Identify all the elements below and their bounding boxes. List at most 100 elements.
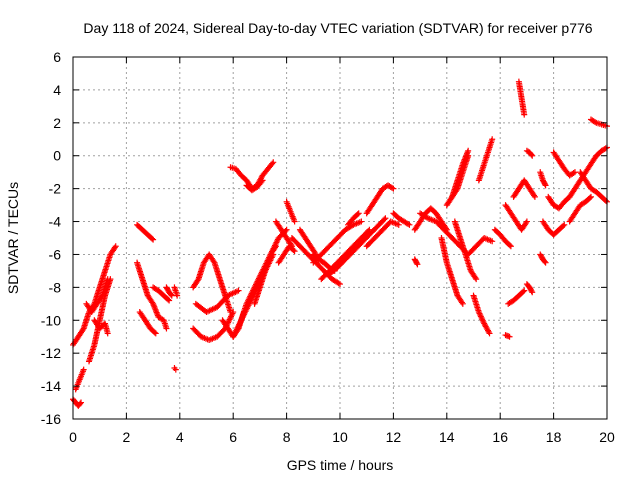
data-point [272,244,279,251]
data-point [489,238,496,245]
series-seg32 [345,210,362,228]
series-seg56 [545,193,573,212]
data-point [507,243,514,250]
series-seg10 [150,284,173,304]
series-seg50 [510,177,538,200]
data-point [521,111,528,118]
data-point [390,185,397,192]
data-point [269,160,276,167]
data-point [602,197,609,204]
y-tick-label: -12 [41,345,61,361]
series-seg61 [566,193,594,225]
y-tick-label: 0 [53,148,61,164]
data-point [77,400,84,407]
x-tick-label: 8 [283,429,291,445]
series-seg11 [163,284,175,299]
series-seg23 [283,198,298,225]
y-tick-label: -6 [49,246,62,262]
data-point [152,330,159,337]
data-point [168,292,175,299]
data-point [528,288,535,295]
x-tick-label: 6 [229,429,237,445]
data-point [167,291,174,298]
data-point [458,299,465,306]
data-point [459,300,466,307]
data-point [406,221,413,228]
data-point [194,277,201,284]
series-seg43 [470,292,493,337]
series-seg57 [550,149,578,179]
data-point [561,221,568,228]
x-tick-label: 12 [386,429,402,445]
series-seg31 [326,215,389,278]
data-point [506,242,513,249]
series-seg08 [134,259,170,332]
data-point [358,218,365,225]
series-seg49 [502,202,530,233]
series-seg03 [72,366,87,393]
y-axis-label: SDTVAR / TECUs [5,182,21,294]
data-point [486,330,493,337]
y-tick-label: -8 [49,279,62,295]
axis-ticks [72,56,608,420]
data-point [389,184,396,191]
series-seg35 [390,210,413,228]
data-point [150,236,157,243]
data-point [395,221,402,228]
data-point [542,182,549,189]
data-point [270,159,277,166]
data-point [523,219,530,226]
x-tick-label: 2 [123,429,131,445]
data-point [571,169,578,176]
series-seg16 [192,287,242,316]
series-seg09 [136,309,159,337]
data-point [354,211,361,218]
series-seg05 [83,276,111,316]
data-point [166,297,173,304]
data-point [235,287,242,294]
data-point [283,226,290,233]
data-point [473,276,480,283]
data-point [98,293,105,300]
data-point [291,218,298,225]
x-tick-label: 20 [599,429,615,445]
chart-title: Day 118 of 2024, Sidereal Day-to-day VTE… [83,20,592,36]
data-point [472,274,479,281]
data-point [272,243,279,250]
series-seg37 [411,205,450,233]
data-point [414,261,421,268]
data-point [529,289,536,296]
grid-lines [73,57,607,419]
series-seg38 [417,210,496,258]
series-seg55 [539,218,568,238]
series-seg13 [171,364,179,373]
data-points [70,78,610,409]
data-point [541,181,548,188]
data-point [529,152,536,159]
x-tick-label: 4 [176,429,184,445]
y-tick-label: 2 [53,115,61,131]
series-seg18 [227,159,277,192]
data-point [230,309,237,316]
y-tick-label: 4 [53,82,61,98]
series-seg45 [491,226,514,250]
series-seg42 [451,218,480,283]
series-seg44 [475,136,496,184]
data-point [542,259,549,266]
y-tick-label: -16 [41,411,61,427]
data-point [259,177,266,184]
data-point [591,118,598,125]
data-point [165,296,172,303]
data-point [528,151,535,158]
data-point [172,366,179,373]
y-tick-label: -2 [49,181,62,197]
data-point [174,292,181,299]
data-point [531,192,538,199]
x-tick-labels: 0 2 4 6 8 10 12 14 16 18 20 [69,429,615,445]
data-point [489,136,496,143]
series-seg15 [190,309,237,344]
series-seg22 [251,243,279,307]
data-point [602,145,609,152]
data-point [111,244,118,251]
